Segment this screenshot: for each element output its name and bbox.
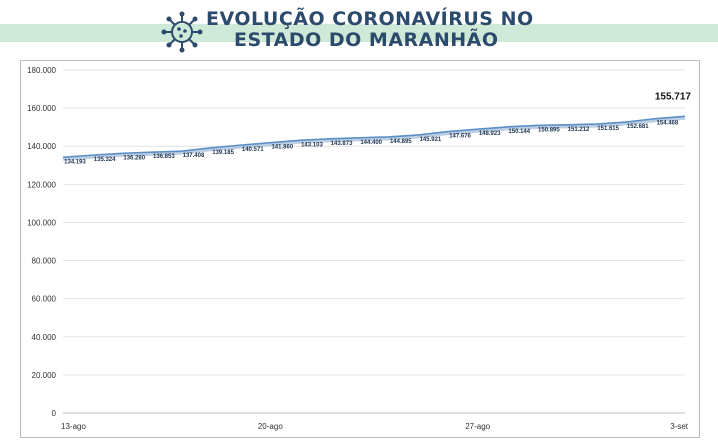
series-line-shadow xyxy=(62,116,686,161)
data-label: 144.400 xyxy=(360,140,382,146)
data-label: 136.853 xyxy=(153,154,175,160)
data-label: 141.860 xyxy=(271,145,293,151)
data-label: 151.615 xyxy=(597,126,619,132)
data-label: 154.468 xyxy=(657,121,679,127)
y-tick-label: 140.000 xyxy=(27,142,56,151)
x-tick-label: 27-ago xyxy=(465,422,490,431)
header: EVOLUÇÃO CORONAVÍRUS NO ESTADO DO MARANH… xyxy=(160,6,680,56)
data-label: 151.212 xyxy=(568,127,590,133)
data-label: 144.895 xyxy=(390,139,412,145)
page-title-line1: EVOLUÇÃO CORONAVÍRUS NO xyxy=(206,8,534,30)
y-tick-label: 100.000 xyxy=(27,218,56,227)
data-label: 150.144 xyxy=(508,129,530,135)
y-tick-label: 20.000 xyxy=(32,371,57,380)
page-title-line2: ESTADO DO MARANHÃO xyxy=(234,29,499,51)
x-tick-label: 13-ago xyxy=(61,422,86,431)
data-label: 155.717 xyxy=(655,91,692,102)
data-label: 135.324 xyxy=(94,157,116,163)
data-label: 147.676 xyxy=(449,134,471,140)
x-tick-label: 3-set xyxy=(670,422,689,431)
data-label: 145.921 xyxy=(420,137,442,143)
y-tick-label: 60.000 xyxy=(32,295,57,304)
y-tick-label: 80.000 xyxy=(32,257,57,266)
data-label: 139.185 xyxy=(212,150,234,156)
data-label: 140.571 xyxy=(242,147,264,153)
x-tick-label: 20-ago xyxy=(258,422,283,431)
y-tick-label: 0 xyxy=(52,409,57,418)
y-tick-label: 40.000 xyxy=(32,333,57,342)
data-label: 143.103 xyxy=(301,142,323,148)
series-line xyxy=(62,115,686,159)
data-label: 143.873 xyxy=(331,141,353,147)
data-label: 137.408 xyxy=(183,153,205,159)
line-chart: 0 20.000 40.000 60.000 80.000 100.000 120.000 1… xyxy=(27,66,692,431)
y-tick-label: 180.000 xyxy=(27,66,56,75)
virus-icon xyxy=(161,11,203,53)
chart-frame: 0 20.000 40.000 60.000 80.000 100.000 120.000 1… xyxy=(20,60,700,438)
data-label: 152.681 xyxy=(627,124,649,130)
y-tick-label: 120.000 xyxy=(27,180,56,189)
data-label: 136.280 xyxy=(123,155,145,161)
data-label: 148.923 xyxy=(479,131,501,137)
y-tick-label: 160.000 xyxy=(27,104,56,113)
data-label: 150.895 xyxy=(538,127,560,133)
data-label: 134.193 xyxy=(64,159,86,165)
